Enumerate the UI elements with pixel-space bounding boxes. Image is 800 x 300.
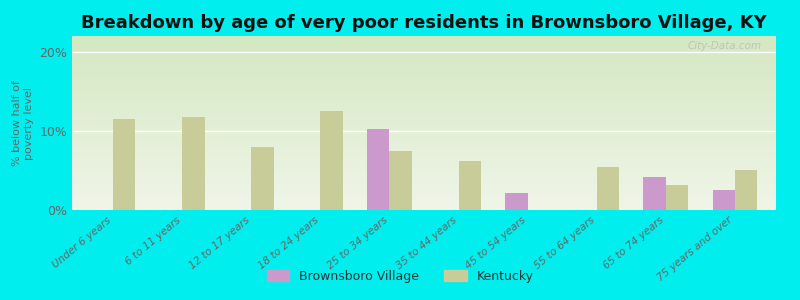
Bar (114, 119, 135, 210)
Bar (321, 111, 342, 210)
Bar (251, 147, 274, 210)
Bar (597, 167, 618, 210)
Bar (458, 161, 481, 210)
Y-axis label: % below half of
poverty level: % below half of poverty level (12, 80, 34, 166)
Title: Breakdown by age of very poor residents in Brownsboro Village, KY: Breakdown by age of very poor residents … (81, 14, 767, 32)
Bar (713, 190, 734, 210)
Bar (367, 129, 390, 210)
Bar (390, 151, 411, 210)
Text: City-Data.com: City-Data.com (688, 41, 762, 51)
Bar (734, 170, 757, 210)
Bar (182, 117, 205, 210)
Bar (643, 177, 666, 210)
Legend: Brownsboro Village, Kentucky: Brownsboro Village, Kentucky (262, 265, 538, 288)
Bar (506, 193, 527, 210)
Bar (666, 185, 688, 210)
